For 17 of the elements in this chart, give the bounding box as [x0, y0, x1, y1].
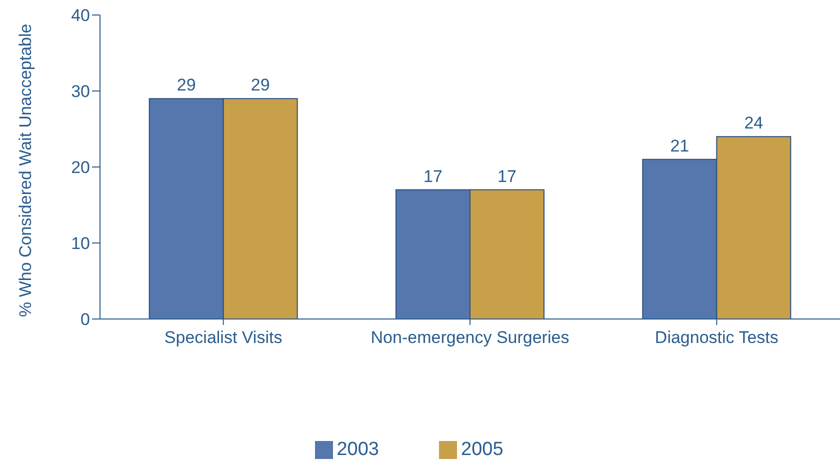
- data-label: 24: [744, 114, 764, 133]
- y-tick-label: 0: [80, 310, 90, 330]
- data-label: 29: [250, 76, 270, 95]
- x-tick-label: Specialist Visits: [164, 328, 282, 348]
- x-tick-label: Diagnostic Tests: [654, 328, 778, 348]
- data-label: 29: [176, 76, 196, 95]
- y-tick-label: 40: [71, 6, 90, 26]
- data-label: 17: [498, 166, 516, 186]
- legend-label: 2005: [461, 439, 504, 460]
- data-label: 21: [670, 136, 690, 156]
- x-tick-label: Non-emergency Surgeries: [370, 328, 570, 348]
- y-tick-label: 20: [71, 158, 90, 178]
- y-tick-label: 30: [71, 82, 90, 102]
- data-label: 17: [424, 166, 442, 186]
- y-axis-title: % Who Considered Wait Unacceptable: [16, 24, 36, 317]
- legend-label: 2003: [336, 439, 379, 460]
- y-tick-label: 10: [71, 234, 90, 254]
